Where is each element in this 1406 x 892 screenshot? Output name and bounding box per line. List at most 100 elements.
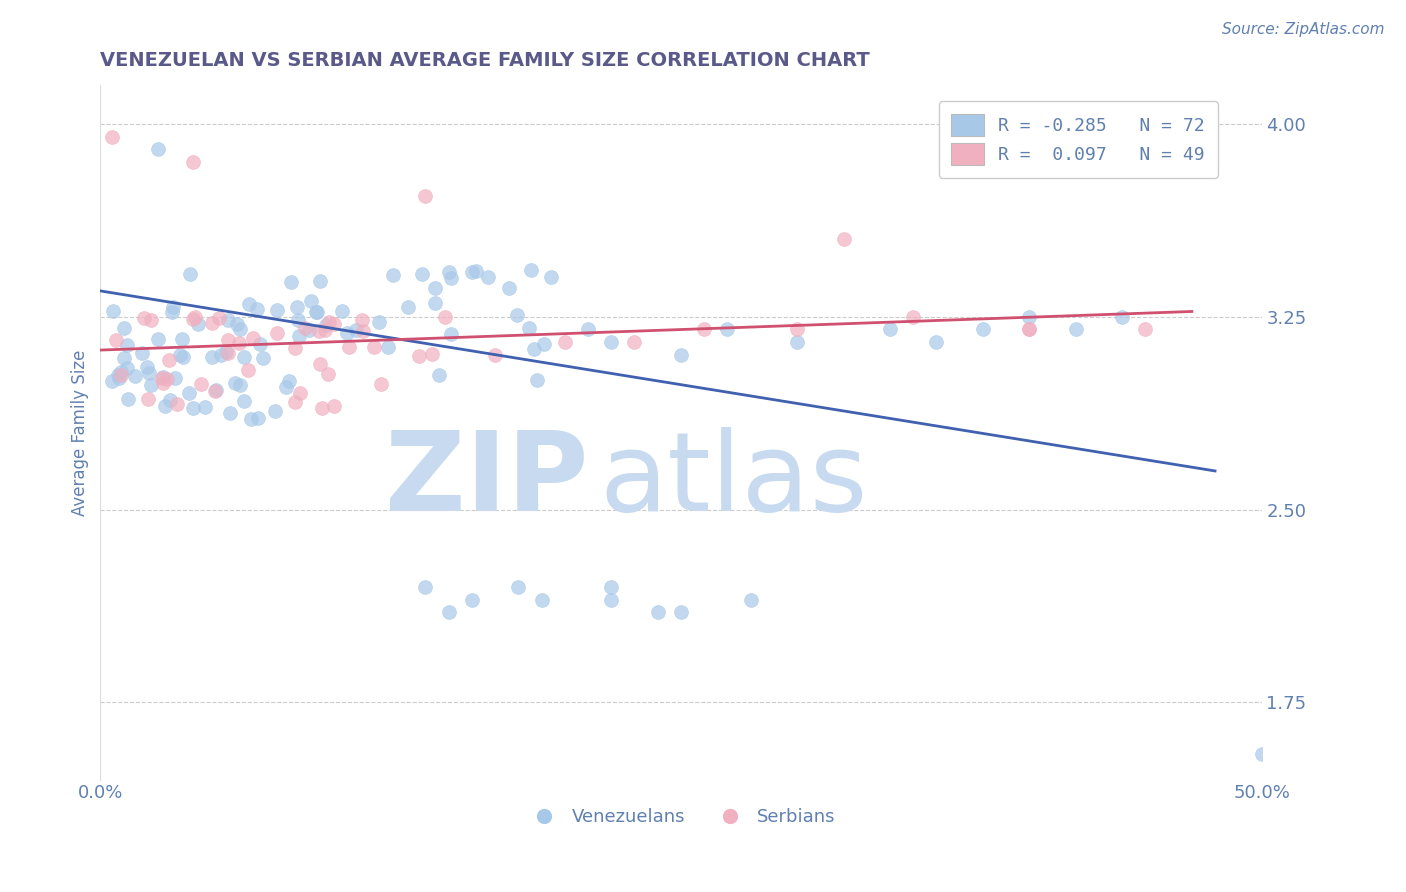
Point [229, 322, 252, 336]
Point [139, 313, 162, 327]
Point [131, 346, 153, 360]
Point [233, 350, 256, 364]
Point [162, 300, 184, 314]
Text: VENEZUELAN VS SERBIAN AVERAGE FAMILY SIZE CORRELATION CHART: VENEZUELAN VS SERBIAN AVERAGE FAMILY SIZ… [100, 51, 870, 70]
Point [245, 302, 267, 317]
Point [205, 383, 228, 397]
Point [201, 351, 224, 365]
Point [249, 336, 271, 351]
Y-axis label: Average Family Size: Average Family Size [72, 349, 89, 516]
Point [425, 296, 447, 310]
Point [307, 304, 329, 318]
Point [252, 351, 274, 365]
Point [299, 294, 322, 309]
Point [124, 369, 146, 384]
Point [135, 359, 157, 374]
Point [506, 308, 529, 322]
Point [152, 370, 174, 384]
Point [208, 311, 231, 326]
Point [194, 400, 217, 414]
Point [1064, 322, 1087, 336]
Point [336, 326, 359, 340]
Point [647, 606, 669, 620]
Point [184, 310, 207, 324]
Point [217, 313, 239, 327]
Point [439, 264, 461, 278]
Point [323, 317, 346, 331]
Point [224, 376, 246, 390]
Point [523, 342, 546, 356]
Point [408, 349, 430, 363]
Point [508, 580, 530, 594]
Point [159, 392, 181, 407]
Point [288, 386, 311, 401]
Point [576, 322, 599, 336]
Point [110, 368, 132, 383]
Point [420, 346, 443, 360]
Point [330, 304, 353, 318]
Point [520, 263, 543, 277]
Point [1018, 322, 1040, 336]
Point [465, 264, 488, 278]
Point [136, 392, 159, 406]
Point [1250, 747, 1272, 761]
Point [439, 326, 461, 341]
Point [277, 374, 299, 388]
Point [209, 348, 232, 362]
Point [101, 374, 124, 388]
Point [925, 335, 948, 350]
Point [425, 281, 447, 295]
Point [108, 371, 131, 385]
Point [498, 281, 520, 295]
Point [266, 303, 288, 318]
Point [308, 324, 330, 338]
Point [285, 300, 308, 314]
Point [311, 401, 333, 416]
Point [112, 321, 135, 335]
Point [233, 394, 256, 409]
Point [600, 580, 623, 594]
Point [150, 370, 173, 384]
Text: ZIP: ZIP [385, 427, 588, 534]
Point [786, 322, 808, 336]
Text: Source: ZipAtlas.com: Source: ZipAtlas.com [1222, 22, 1385, 37]
Point [314, 323, 336, 337]
Point [112, 351, 135, 366]
Point [238, 363, 260, 377]
Point [693, 322, 716, 336]
Point [132, 310, 155, 325]
Point [377, 340, 399, 354]
Point [540, 269, 562, 284]
Point [461, 265, 484, 279]
Point [427, 368, 450, 382]
Point [284, 394, 307, 409]
Point [240, 411, 263, 425]
Point [350, 313, 373, 327]
Point [177, 386, 200, 401]
Point [190, 377, 212, 392]
Point [879, 322, 901, 336]
Point [105, 333, 128, 347]
Point [215, 344, 238, 359]
Point [972, 322, 994, 336]
Point [832, 232, 855, 246]
Point [280, 275, 302, 289]
Point [117, 392, 139, 406]
Legend: Venezuelans, Serbians: Venezuelans, Serbians [519, 801, 842, 833]
Point [309, 274, 332, 288]
Point [204, 384, 226, 399]
Point [396, 300, 419, 314]
Point [179, 268, 201, 282]
Point [1111, 310, 1133, 324]
Point [309, 357, 332, 371]
Point [600, 592, 623, 607]
Point [172, 350, 194, 364]
Point [117, 338, 139, 352]
Point [217, 334, 239, 348]
Point [318, 315, 340, 329]
Point [415, 580, 437, 594]
Point [148, 333, 170, 347]
Point [266, 326, 288, 340]
Point [138, 366, 160, 380]
Text: atlas: atlas [599, 427, 868, 534]
